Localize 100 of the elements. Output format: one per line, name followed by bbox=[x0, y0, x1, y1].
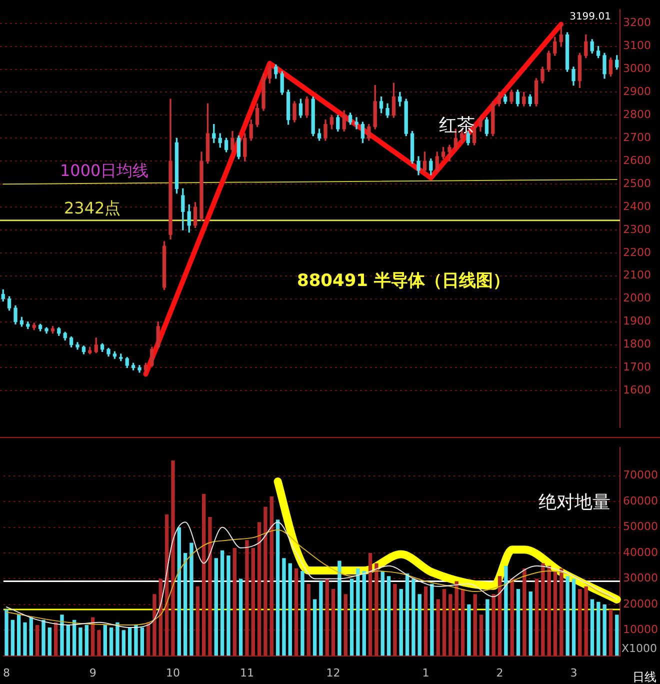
bar bbox=[602, 604, 606, 656]
y-tick-label: 1700 bbox=[623, 360, 651, 374]
bar bbox=[479, 614, 484, 656]
bar bbox=[312, 599, 317, 656]
bar bbox=[196, 586, 200, 656]
bar bbox=[350, 578, 354, 656]
candlestick bbox=[354, 117, 358, 130]
y-axis-title: X1000 bbox=[621, 642, 657, 656]
bar bbox=[48, 628, 52, 656]
bar bbox=[615, 614, 619, 656]
bar bbox=[374, 563, 378, 656]
y-tick-label: 3100 bbox=[623, 39, 651, 52]
bar bbox=[368, 552, 372, 656]
bar bbox=[590, 599, 594, 656]
bar bbox=[214, 558, 218, 656]
series-label: 1000日均线 bbox=[60, 161, 149, 180]
bar bbox=[226, 556, 230, 656]
bar bbox=[245, 540, 249, 656]
bar bbox=[424, 586, 428, 656]
y-tick-label: 2400 bbox=[623, 200, 651, 213]
bar bbox=[596, 602, 600, 656]
y-tick-label: 2000 bbox=[623, 292, 651, 305]
x-tick-label: 12 bbox=[326, 666, 340, 680]
bar bbox=[418, 594, 422, 656]
bar bbox=[171, 460, 175, 656]
annotation: 绝对地量 bbox=[538, 492, 610, 513]
bar bbox=[78, 628, 82, 656]
bar bbox=[560, 568, 564, 656]
bar bbox=[460, 588, 465, 656]
bar bbox=[122, 630, 126, 656]
bar bbox=[54, 622, 58, 656]
bar bbox=[572, 578, 576, 656]
x-tick-label: 2 bbox=[496, 666, 504, 680]
x-tick-label: 10 bbox=[166, 666, 180, 680]
bar bbox=[251, 548, 255, 656]
bar bbox=[306, 584, 310, 656]
bar bbox=[29, 617, 34, 656]
bar bbox=[486, 599, 490, 656]
bar bbox=[553, 570, 558, 656]
bar bbox=[183, 552, 188, 656]
bar bbox=[257, 522, 262, 656]
y-tick-label: 2300 bbox=[623, 222, 651, 236]
bar bbox=[399, 588, 403, 656]
bar bbox=[109, 628, 114, 656]
bar bbox=[35, 624, 40, 656]
bar bbox=[492, 594, 496, 656]
bar bbox=[270, 496, 274, 656]
bar bbox=[282, 558, 286, 656]
text: 880491 半导体（日线图） bbox=[297, 271, 510, 292]
bar bbox=[412, 578, 416, 656]
y-tick-label: 2900 bbox=[623, 85, 651, 98]
bar bbox=[294, 568, 298, 656]
bar bbox=[331, 588, 336, 656]
bar bbox=[504, 566, 508, 656]
bar bbox=[608, 610, 613, 656]
bar bbox=[516, 588, 520, 656]
bar bbox=[190, 542, 194, 656]
bar bbox=[264, 506, 268, 656]
bar bbox=[541, 563, 545, 656]
bar bbox=[467, 604, 471, 656]
bar bbox=[134, 624, 138, 656]
bar bbox=[534, 578, 539, 656]
y-tick-label: 2100 bbox=[623, 268, 651, 282]
bar bbox=[448, 594, 452, 656]
bar bbox=[380, 570, 384, 656]
bar bbox=[10, 620, 15, 656]
y-tick-label: 2800 bbox=[623, 108, 651, 122]
bar bbox=[276, 520, 280, 656]
bar bbox=[566, 576, 570, 656]
y-tick-label: 3200 bbox=[623, 16, 651, 30]
bar bbox=[578, 588, 582, 656]
bar bbox=[103, 624, 108, 656]
bar bbox=[177, 527, 181, 656]
bar bbox=[436, 599, 440, 656]
bar bbox=[338, 560, 342, 656]
y-tick-label: 70000 bbox=[623, 468, 658, 482]
bar bbox=[97, 630, 101, 656]
bar bbox=[528, 592, 532, 656]
y-tick-label: 40000 bbox=[623, 546, 658, 559]
bar bbox=[288, 563, 292, 656]
y-tick-label: 1600 bbox=[623, 384, 651, 397]
y-tick-label: 20000 bbox=[623, 597, 658, 610]
y-tick-label: 3000 bbox=[623, 62, 651, 76]
bar bbox=[152, 594, 156, 656]
bar bbox=[208, 517, 212, 656]
bar bbox=[510, 578, 514, 656]
bar bbox=[140, 628, 144, 656]
bar bbox=[4, 610, 8, 656]
bar bbox=[584, 586, 588, 656]
bar bbox=[319, 581, 323, 656]
annotation: 3199.01 bbox=[570, 11, 611, 22]
y-tick-label: 2200 bbox=[623, 246, 651, 259]
bar bbox=[42, 620, 46, 656]
annotation: 红茶 bbox=[438, 115, 475, 136]
y-tick-label: 1800 bbox=[623, 338, 651, 351]
bar bbox=[344, 594, 348, 656]
y-tick-label: 2600 bbox=[623, 154, 651, 167]
bar bbox=[300, 570, 304, 656]
bar bbox=[128, 628, 132, 656]
bar bbox=[202, 494, 206, 656]
